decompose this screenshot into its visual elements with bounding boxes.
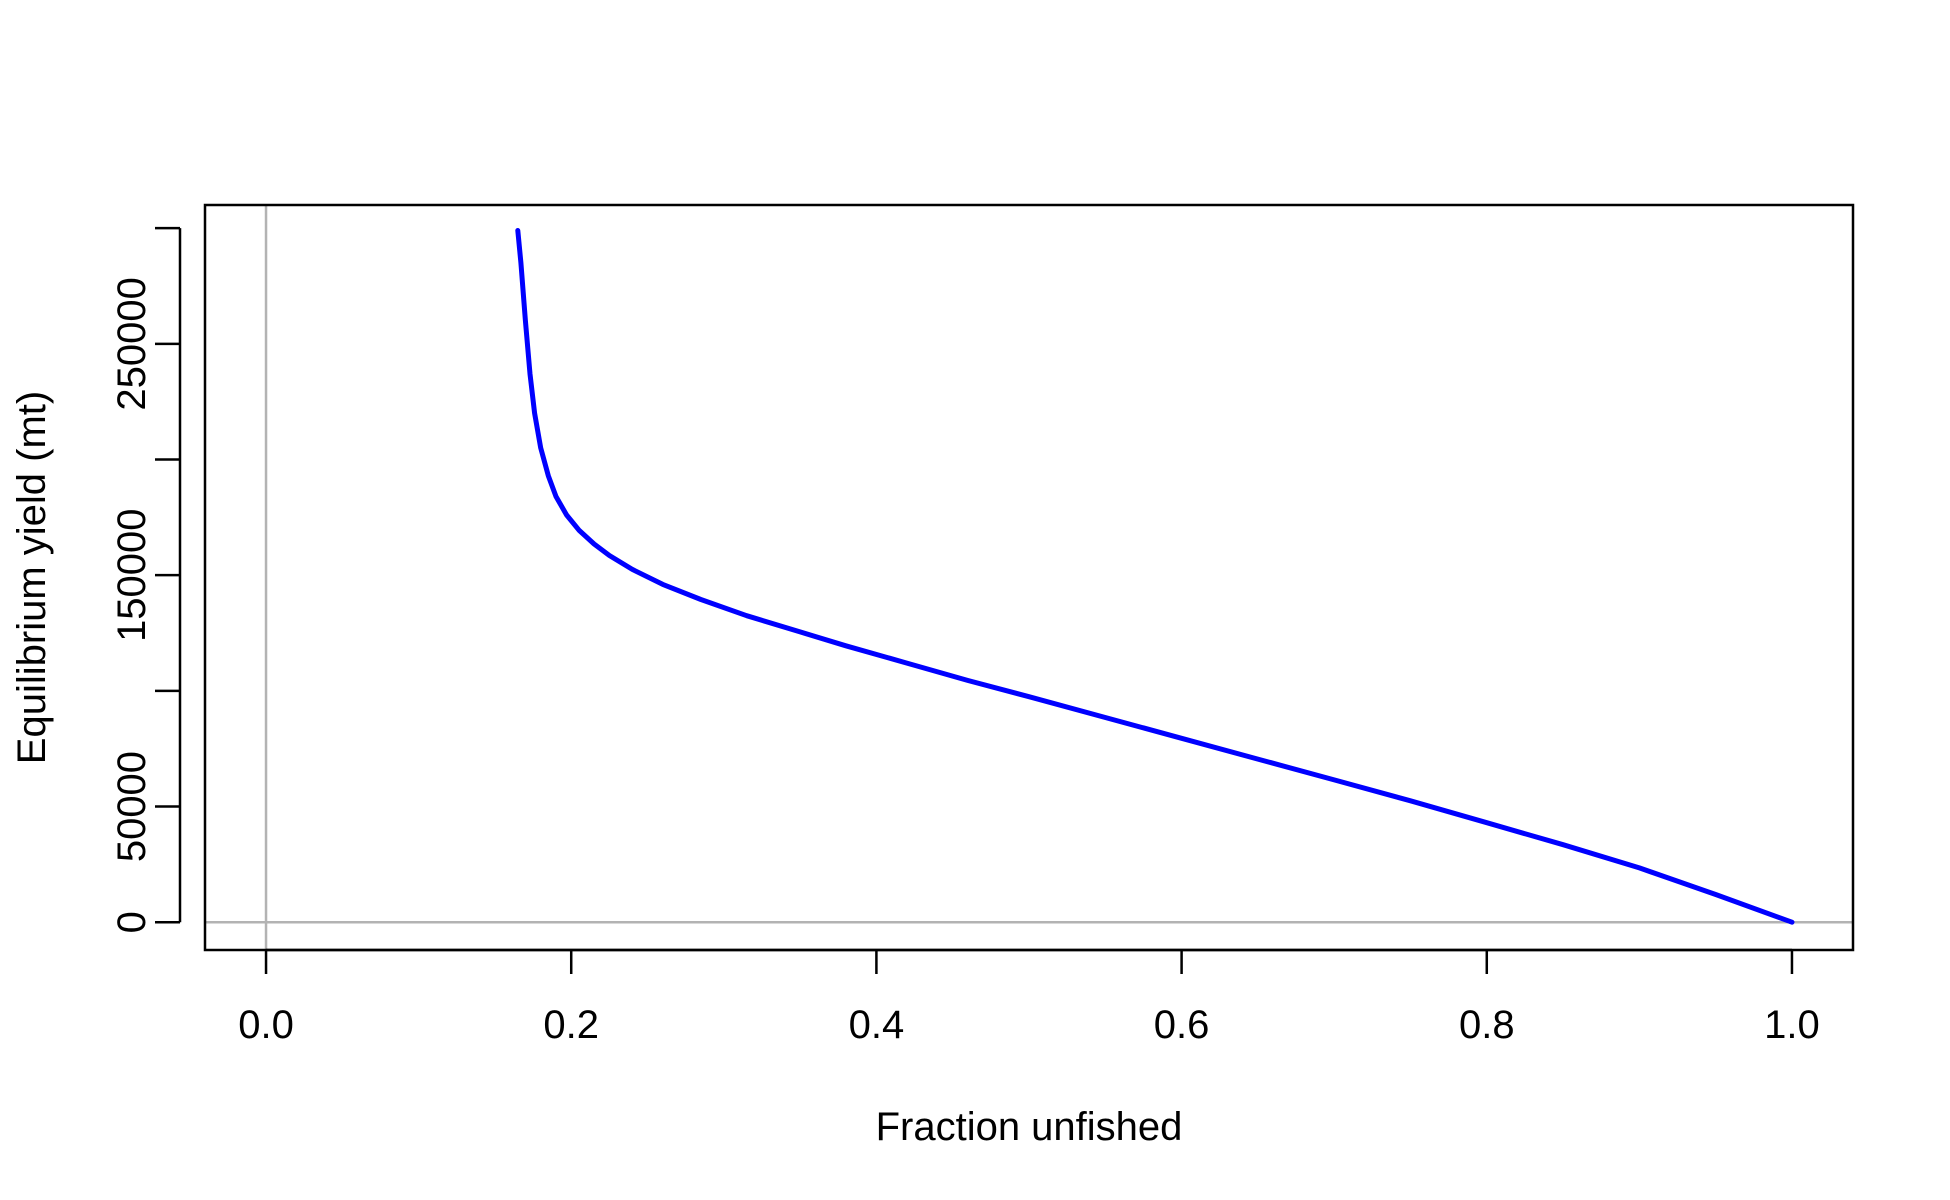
x-axis: 0.0 0.2 0.4 0.6 0.8 1.0	[238, 948, 1820, 1047]
x-tick-label: 0.4	[849, 1003, 905, 1047]
x-tick-label: 0.8	[1459, 1003, 1515, 1047]
series-line-1	[515, 228, 1795, 925]
series-layer	[515, 228, 1795, 925]
y-tick-label: 0	[110, 911, 154, 933]
y-tick-label: 50000	[110, 751, 154, 862]
x-axis-title: Fraction unfished	[876, 1105, 1183, 1149]
y-axis: 0 50000 150000 250000	[110, 226, 182, 933]
x-tick-label: 0.0	[238, 1003, 294, 1047]
y-tick-label: 250000	[110, 277, 154, 410]
x-tick-label: 1.0	[1764, 1003, 1820, 1047]
x-tick-label: 0.6	[1154, 1003, 1210, 1047]
y-axis-title: Equilibrium yield (mt)	[10, 391, 54, 764]
reference-lines	[205, 205, 1853, 950]
y-tick-label: 150000	[110, 508, 154, 641]
x-tick-label: 0.2	[543, 1003, 599, 1047]
